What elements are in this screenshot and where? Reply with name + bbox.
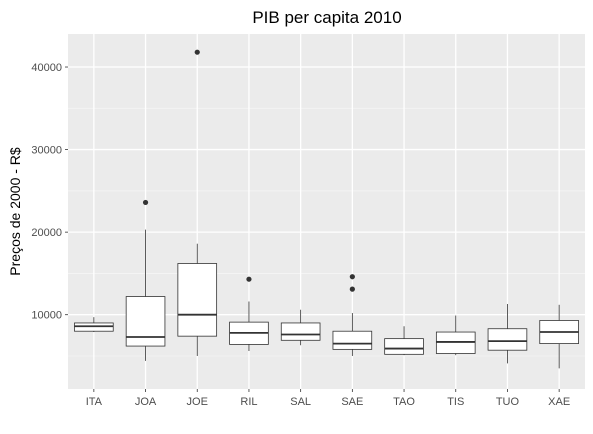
outlier-point (349, 286, 355, 292)
x-tick-label: TAO (393, 396, 415, 408)
box-ita (74, 317, 114, 333)
box-joe (177, 49, 218, 356)
x-tick-label: XAE (548, 396, 570, 408)
chart-title: PIB per capita 2010 (252, 8, 401, 27)
y-tick-label: 20000 (31, 227, 62, 239)
minor-gridlines (68, 107, 585, 357)
outlier-point (349, 274, 355, 280)
box-series (74, 49, 579, 369)
x-tick-label: JOE (187, 396, 208, 408)
box-tis (435, 315, 476, 356)
box-xae (539, 304, 579, 369)
x-tick-label: RIL (240, 396, 257, 408)
y-tick-label: 10000 (31, 310, 62, 322)
box-iqr (332, 330, 373, 350)
box-iqr (384, 338, 424, 355)
x-axis: ITA JOA JOE RIL SAL SAE TAO TIS TUO XAE (86, 389, 570, 408)
box-tao (384, 326, 424, 356)
outlier-point (142, 199, 149, 206)
y-tick-label: 30000 (31, 145, 62, 157)
x-tick-label: ITA (86, 396, 103, 408)
box-iqr (125, 296, 166, 347)
box-joa (125, 199, 166, 361)
box-iqr (177, 263, 218, 337)
x-tick-label: TUO (496, 396, 520, 408)
x-tick-label: SAE (341, 396, 363, 408)
x-tick-label: TIS (447, 396, 464, 408)
x-tick-label: JOA (135, 396, 157, 408)
outlier-point (246, 276, 252, 282)
y-axis-title: Preços de 2000 - R$ (7, 147, 23, 276)
box-iqr (280, 322, 321, 341)
outlier-point (194, 49, 200, 55)
y-tick-label: 40000 (31, 62, 62, 74)
y-axis: 10000 20000 30000 40000 (31, 62, 68, 322)
box-sal (280, 309, 321, 346)
box-iqr (487, 328, 528, 351)
box-ril (229, 276, 269, 352)
box-sae (332, 274, 373, 356)
x-tick-label: SAL (290, 396, 311, 408)
box-tuo (487, 303, 528, 364)
